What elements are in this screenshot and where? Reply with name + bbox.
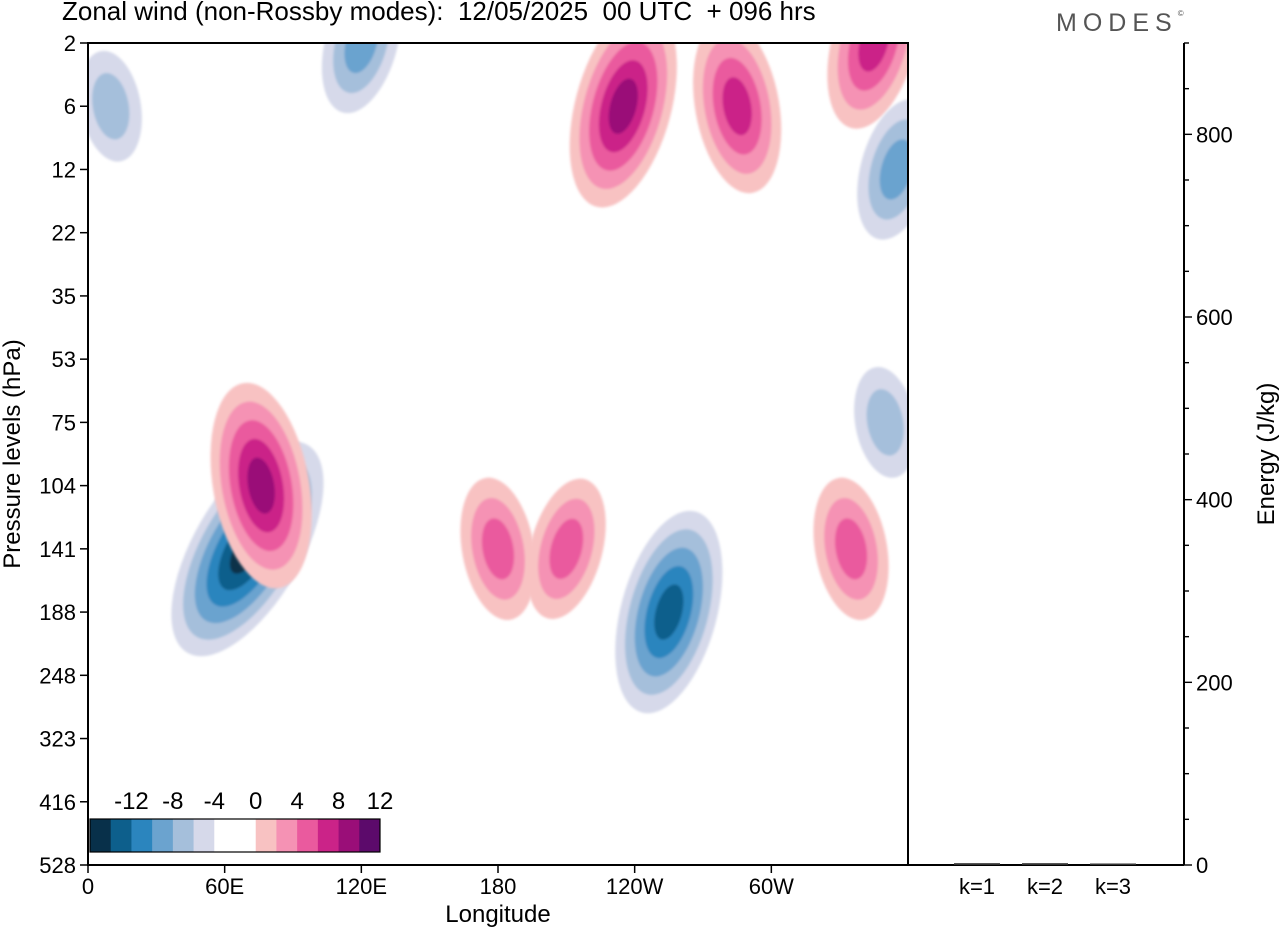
contour-level xyxy=(549,518,584,579)
contour-level xyxy=(92,72,130,140)
colorbar-swatch xyxy=(338,819,360,852)
wind-feature xyxy=(526,478,606,620)
colorbar-tick-label: -4 xyxy=(204,788,225,815)
wind-feature xyxy=(693,43,782,194)
x-tick-label: 180 xyxy=(480,874,517,899)
energy-tick-label: 200 xyxy=(1196,670,1233,695)
x-tick-label: 120W xyxy=(606,874,664,899)
heatmap-field xyxy=(88,43,908,865)
colorbar-swatch xyxy=(172,819,194,852)
energy-bar xyxy=(954,863,1000,865)
wind-feature xyxy=(854,366,908,478)
wind-feature xyxy=(460,477,536,621)
contour-level xyxy=(333,43,390,94)
y-tick-label: 6 xyxy=(64,94,76,119)
colorbar-swatch xyxy=(110,819,132,852)
contour-level xyxy=(608,78,638,134)
brand-mark: © xyxy=(1177,9,1184,18)
colorbar-swatch xyxy=(276,819,298,852)
colorbar-swatch xyxy=(193,819,215,852)
colorbar-swatch xyxy=(255,819,277,852)
y-tick-label: 75 xyxy=(52,410,76,435)
x-tick-label: 120E xyxy=(336,874,387,899)
y-tick-label: 416 xyxy=(39,790,76,815)
y-tick-label: 104 xyxy=(39,474,76,499)
y-tick-label: 141 xyxy=(39,537,76,562)
contour-level xyxy=(654,584,684,640)
chart-title: Zonal wind (non-Rossby modes): 12/05/202… xyxy=(62,0,816,26)
contour-level xyxy=(247,457,275,514)
colorbar-tick-label: 12 xyxy=(367,788,394,815)
y-tick-label: 323 xyxy=(39,727,76,752)
y-tick-label: 22 xyxy=(52,221,76,246)
wind-feature xyxy=(615,510,723,714)
energy-category-label: k=2 xyxy=(1027,874,1063,899)
colorbar-tick-label: 8 xyxy=(332,788,345,815)
brand-logo: MODES© xyxy=(1056,9,1184,38)
colorbar-swatch xyxy=(131,819,153,852)
brand-text: MODES xyxy=(1056,9,1178,37)
y-tick-label: 248 xyxy=(39,663,76,688)
y-axis-label: Pressure levels (hPa) xyxy=(0,339,26,568)
energy-axis-label: Energy (J/kg) xyxy=(1253,383,1280,526)
colorbar-tick-label: 4 xyxy=(290,788,303,815)
energy-panel: 0 200 400 600 800 k=1 k=2 k=3 Energy (J/kg) xyxy=(908,42,1280,899)
colorbar-swatch xyxy=(235,819,257,852)
y-tick-label: 35 xyxy=(52,284,76,309)
y-tick-label: 188 xyxy=(39,600,76,625)
wind-feature xyxy=(857,99,908,240)
energy-tick-label: 800 xyxy=(1196,122,1233,147)
colorbar-swatch xyxy=(152,819,174,852)
colorbar-tick-label: -12 xyxy=(114,788,149,815)
colorbar: -12 -8 -4 0 4 8 12 xyxy=(89,788,394,853)
contour-level xyxy=(722,77,752,136)
colorbar-swatch xyxy=(317,819,339,852)
contour-level xyxy=(834,518,868,580)
x-tick-label: 60W xyxy=(749,874,794,899)
wind-feature xyxy=(813,477,889,621)
energy-tick-label: 0 xyxy=(1196,853,1208,878)
energy-bar xyxy=(1022,863,1068,865)
colorbar-swatch xyxy=(90,819,112,852)
y-tick-label: 2 xyxy=(64,31,76,56)
contour-level xyxy=(879,139,908,200)
colorbar-swatch xyxy=(359,819,381,852)
contour-level xyxy=(858,43,890,72)
wind-feature xyxy=(569,43,677,208)
colorbar-swatch xyxy=(297,819,319,852)
wind-feature xyxy=(88,50,142,162)
x-tick-label: 60E xyxy=(205,874,244,899)
contour-level xyxy=(481,518,515,580)
colorbar-tick-label: -8 xyxy=(162,788,183,815)
contour-level xyxy=(866,389,904,456)
colorbar-tick-label: 0 xyxy=(249,788,262,815)
energy-tick-label: 600 xyxy=(1196,305,1233,330)
energy-tick-label: 400 xyxy=(1196,488,1233,513)
colorbar-swatch xyxy=(214,819,236,852)
x-axis-label: Longitude xyxy=(445,901,550,928)
energy-category-label: k=3 xyxy=(1095,874,1131,899)
energy-category-label: k=1 xyxy=(959,874,995,899)
energy-bar xyxy=(1090,863,1136,865)
colorbar-frame xyxy=(89,818,381,853)
y-tick-label: 528 xyxy=(39,853,76,878)
x-tick-label: 0 xyxy=(82,874,94,899)
y-tick-label: 53 xyxy=(52,347,76,372)
wind-feature xyxy=(210,382,312,589)
y-tick-label: 12 xyxy=(52,157,76,182)
